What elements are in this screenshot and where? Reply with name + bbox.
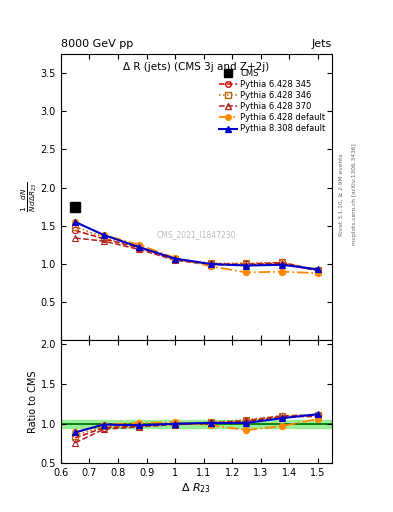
Y-axis label: Ratio to CMS: Ratio to CMS [28, 371, 38, 433]
Text: Rivet 3.1.10, ≥ 2.9M events: Rivet 3.1.10, ≥ 2.9M events [339, 153, 344, 236]
Text: Jets: Jets [312, 38, 332, 49]
Y-axis label: $\frac{1}{N}\frac{dN}{d\Delta R_{23}}$: $\frac{1}{N}\frac{dN}{d\Delta R_{23}}$ [19, 182, 39, 212]
Text: mcplots.cern.ch [arXiv:1306.3436]: mcplots.cern.ch [arXiv:1306.3436] [352, 144, 357, 245]
Text: Δ R (jets) (CMS 3j and Z+2j): Δ R (jets) (CMS 3j and Z+2j) [123, 62, 270, 72]
Legend: CMS, Pythia 6.428 345, Pythia 6.428 346, Pythia 6.428 370, Pythia 6.428 default,: CMS, Pythia 6.428 345, Pythia 6.428 346,… [216, 67, 328, 136]
X-axis label: $\Delta\ R_{23}$: $\Delta\ R_{23}$ [182, 481, 211, 495]
Text: CMS_2021_I1847230: CMS_2021_I1847230 [157, 230, 236, 239]
Text: 8000 GeV pp: 8000 GeV pp [61, 38, 133, 49]
Bar [61, 420, 332, 428]
